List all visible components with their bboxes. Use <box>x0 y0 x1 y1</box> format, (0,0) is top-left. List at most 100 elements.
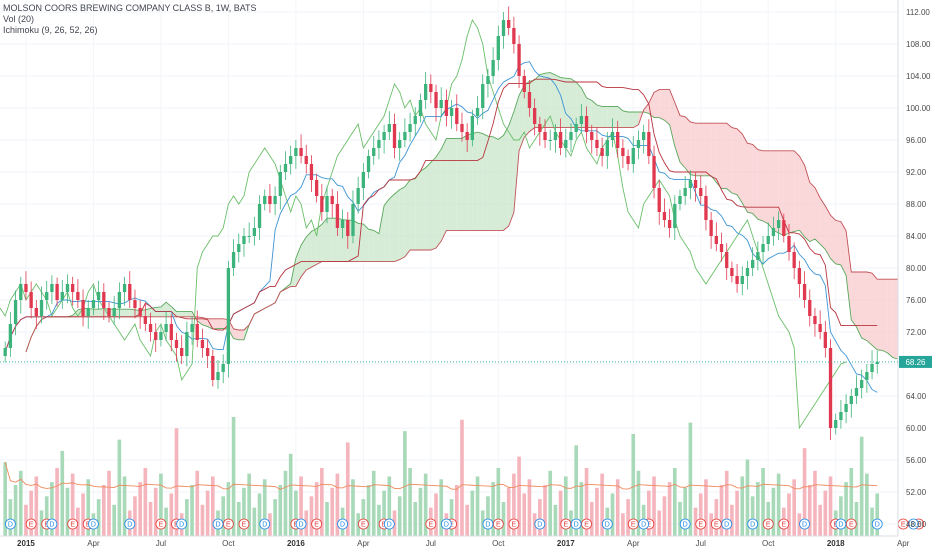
volume-bar <box>81 493 85 536</box>
cloud-segment <box>866 272 873 346</box>
candle-body <box>143 316 148 324</box>
volume-bar <box>828 476 833 536</box>
volume-bar <box>55 467 59 536</box>
candle-body <box>610 132 615 140</box>
volume-bar <box>771 487 776 536</box>
dividend-marker-label: D <box>91 522 96 529</box>
cloud-segment <box>176 311 182 317</box>
candle-body <box>39 300 44 316</box>
earnings-marker-label: E <box>563 522 568 529</box>
earnings-marker-circle <box>778 518 790 530</box>
earnings-marker-label: E <box>647 522 652 529</box>
volume-bar <box>683 487 687 536</box>
candle-body <box>771 228 776 236</box>
dividend-marker-circle <box>679 518 691 530</box>
dividend-marker: D <box>482 518 494 530</box>
chikou-span-line <box>0 18 847 430</box>
dividend-marker: D <box>871 518 883 530</box>
volume-bar <box>802 448 807 536</box>
candle-body <box>335 204 340 228</box>
earnings-marker-label: E <box>449 522 454 529</box>
candle-body <box>522 76 526 92</box>
candle-body <box>693 180 698 188</box>
candle-body <box>382 132 386 140</box>
volume-bar <box>252 507 257 536</box>
candle-body <box>55 284 59 300</box>
earnings-marker-label: E <box>781 522 786 529</box>
candle-body <box>641 132 646 140</box>
volume-bar <box>839 496 843 536</box>
candle-body <box>813 316 817 324</box>
cloud-segment <box>332 218 338 262</box>
candle-body <box>169 324 173 340</box>
volume-bar <box>174 428 179 536</box>
time-tick-label: Jul <box>426 539 436 548</box>
candle-body <box>782 220 786 236</box>
dividend-marker-circle <box>88 518 99 530</box>
volume-bar <box>18 470 23 536</box>
cloud-segment <box>436 149 442 248</box>
volume-bar <box>112 504 117 536</box>
earnings-marker-circle <box>357 518 369 530</box>
event-markers: EEEEEEEEEEEEEEEEEEEEEEEEEEEEEEDDDDDDDDDD… <box>4 518 925 530</box>
volume-bar <box>849 467 854 536</box>
volume-bars <box>3 416 880 536</box>
cloud-segment <box>472 132 478 231</box>
dividend-marker-label: D <box>641 522 646 529</box>
candle-body <box>569 132 573 140</box>
cloud-segment <box>394 189 400 262</box>
volume-bar <box>86 479 91 536</box>
candle-body <box>828 348 833 428</box>
volume-bar <box>501 501 506 536</box>
volume-bar <box>361 499 366 536</box>
candle-body <box>268 196 272 204</box>
candle-body <box>361 172 366 188</box>
cloud-segment <box>555 75 561 128</box>
cloud-segment <box>404 180 411 257</box>
earnings-marker-circle <box>425 518 437 530</box>
candle-body <box>517 44 521 76</box>
cloud-segment <box>441 138 447 242</box>
candle-body <box>289 156 293 164</box>
candle-body <box>278 172 282 196</box>
volume-bar <box>870 507 874 536</box>
cloud-segment <box>752 144 758 220</box>
dividend-marker-label: D <box>683 522 688 529</box>
volume-bar <box>309 496 314 536</box>
time-tick-label: 2018 <box>827 539 845 548</box>
candle-body <box>584 116 589 132</box>
dividend-marker-circle <box>441 518 452 530</box>
earnings-marker-label: E <box>314 522 319 529</box>
dividend-marker-circle <box>871 518 883 530</box>
cloud-segment <box>835 220 841 265</box>
cloud-segment <box>565 78 571 128</box>
chart-legend: MOLSON COORS BREWING COMPANY CLASS B, 1W… <box>3 3 257 36</box>
cloud-segment <box>799 156 805 237</box>
candle-body <box>346 220 350 236</box>
cloud-segment <box>654 89 660 118</box>
dividend-marker-label: D <box>911 522 916 529</box>
volume-bar <box>325 501 329 536</box>
candle-body <box>574 124 578 132</box>
candle-body <box>776 220 781 228</box>
cloud-segment <box>679 115 686 168</box>
cloud-segment <box>602 106 608 128</box>
candle-body <box>148 324 153 332</box>
volume-bar <box>413 501 418 536</box>
volume-bar <box>76 507 80 536</box>
candle-body <box>174 340 179 348</box>
dividend-marker: D <box>747 518 759 530</box>
volume-bar <box>345 442 350 536</box>
volume-bar <box>143 467 148 536</box>
candle-body <box>216 372 220 380</box>
cloud-segment <box>181 311 187 317</box>
dividend-marker-label: D <box>605 522 610 529</box>
candle-body <box>257 204 262 228</box>
time-tick-label: Apr <box>357 539 370 548</box>
volume-bar <box>750 496 755 536</box>
cloud-segment <box>664 89 670 125</box>
cloud-segment <box>685 116 691 175</box>
dividend-marker-circle <box>46 518 58 530</box>
cloud-segment <box>420 167 426 250</box>
